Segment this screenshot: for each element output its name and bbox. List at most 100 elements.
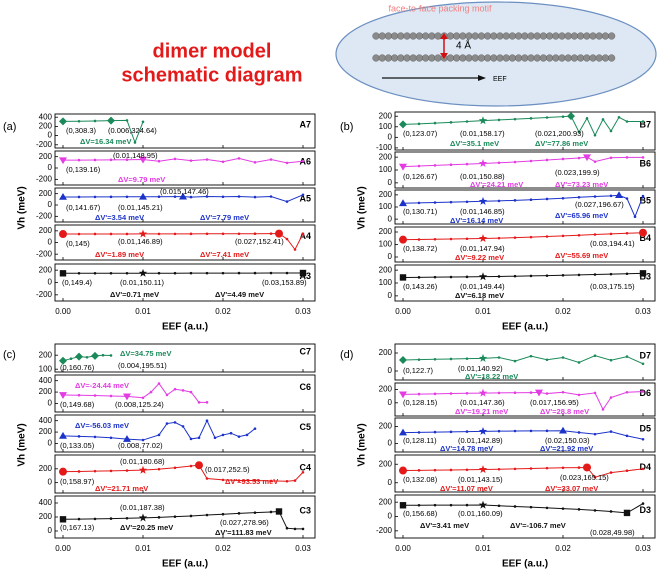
highlight-marker <box>479 197 487 205</box>
annotation: (0,149.68) <box>60 400 95 409</box>
subplot-label: B7 <box>639 119 651 129</box>
data-point <box>238 232 241 235</box>
annotation: ΔV'=55.69 meV <box>555 251 608 260</box>
data-point <box>546 159 549 162</box>
subplot-label: C7 <box>299 346 311 356</box>
annotation: (0.01,150.11) <box>120 278 165 287</box>
series-line <box>403 157 643 166</box>
data-point <box>434 201 437 204</box>
annotation: (0,130.71) <box>403 207 438 216</box>
bead <box>528 33 535 40</box>
data-point <box>562 274 565 277</box>
bead <box>459 33 466 40</box>
data-point <box>642 468 645 471</box>
data-point <box>546 198 549 201</box>
y-tick-label: 400 <box>39 112 53 121</box>
y-tick-label: 0 <box>48 439 53 448</box>
annotation: ΔV'=16.14 meV <box>450 216 503 225</box>
annotation: ΔV'=7.79 meV <box>200 213 249 222</box>
bead <box>509 55 516 62</box>
y-tick-label: 200 <box>379 497 393 506</box>
highlight-marker <box>59 157 67 164</box>
subplot-label: A5 <box>299 193 311 203</box>
annotation: (0,143.26) <box>403 282 438 291</box>
data-point <box>222 232 225 235</box>
data-point <box>578 361 581 364</box>
annotation: (0.01,148.95) <box>113 151 158 160</box>
data-point <box>434 393 437 396</box>
bead <box>571 33 578 40</box>
data-point <box>498 200 501 203</box>
data-point <box>498 430 501 433</box>
x-axis-label: EEF (a.u.) <box>162 322 208 333</box>
annotation: ΔV'=3.54 meV <box>95 213 144 222</box>
data-point <box>546 467 549 470</box>
data-point <box>302 160 305 163</box>
bead <box>466 33 473 40</box>
data-point <box>110 272 113 275</box>
x-tick-label: 0.01 <box>135 307 151 316</box>
y-tick-label: 0 <box>388 214 393 223</box>
y-tick-label: 200 <box>379 152 393 161</box>
annotation: ΔV'=0.71 meV <box>110 290 159 299</box>
data-point <box>530 391 533 394</box>
data-point <box>434 504 437 507</box>
highlight-marker <box>139 466 147 474</box>
data-point <box>642 156 645 159</box>
data-point <box>578 234 581 237</box>
annotation: (0,145) <box>66 239 90 248</box>
data-point <box>450 469 453 472</box>
highlight-marker <box>559 427 567 434</box>
y-tick-label: 200 <box>379 265 393 274</box>
y-tick-label: 400 <box>39 376 53 385</box>
data-point <box>254 196 257 199</box>
y-tick-label: 100 <box>379 122 393 131</box>
highlight-marker <box>91 352 99 360</box>
data-point <box>642 363 645 366</box>
y-tick-label: -200 <box>36 290 53 299</box>
data-point <box>102 354 105 357</box>
y-tick-label: 0 <box>48 200 53 209</box>
data-point <box>450 201 453 204</box>
x-tick-label: 0.02 <box>555 307 571 316</box>
data-point <box>514 161 517 164</box>
data-point <box>466 430 469 433</box>
data-point <box>206 272 209 275</box>
data-point <box>418 393 421 396</box>
data-point <box>238 157 241 160</box>
data-point <box>546 430 549 433</box>
data-point <box>642 502 645 505</box>
data-point <box>498 356 501 359</box>
highlight-marker <box>479 389 487 397</box>
data-point <box>578 466 581 469</box>
highlight-marker <box>195 461 203 469</box>
data-point <box>78 159 81 162</box>
y-tick-label: 100 <box>39 364 53 373</box>
data-point <box>530 355 533 358</box>
x-tick-label: 0.00 <box>55 544 71 553</box>
data-point <box>514 430 517 433</box>
data-point <box>418 276 421 279</box>
subplot-label: B6 <box>639 158 651 168</box>
data-point <box>514 199 517 202</box>
x-tick-label: 0.03 <box>635 307 651 316</box>
y-tick-label: 0 <box>48 478 53 487</box>
highlight-marker <box>615 191 623 198</box>
bead <box>565 55 572 62</box>
data-point <box>270 232 273 235</box>
data-point <box>594 134 597 137</box>
annotation: ΔV=34.75 meV <box>120 349 171 358</box>
data-point <box>206 419 209 422</box>
data-point <box>514 505 517 508</box>
data-point <box>126 272 129 275</box>
bead <box>490 55 497 62</box>
data-point <box>174 421 177 424</box>
data-point <box>142 396 145 399</box>
annotation: (0.004,195.51) <box>118 361 167 370</box>
bead <box>583 55 590 62</box>
data-point <box>190 465 193 468</box>
data-point <box>562 356 565 359</box>
y-tick-label: 0 <box>48 399 53 408</box>
annotation: ΔV'=21.92 meV <box>540 444 593 453</box>
data-point <box>238 512 241 515</box>
